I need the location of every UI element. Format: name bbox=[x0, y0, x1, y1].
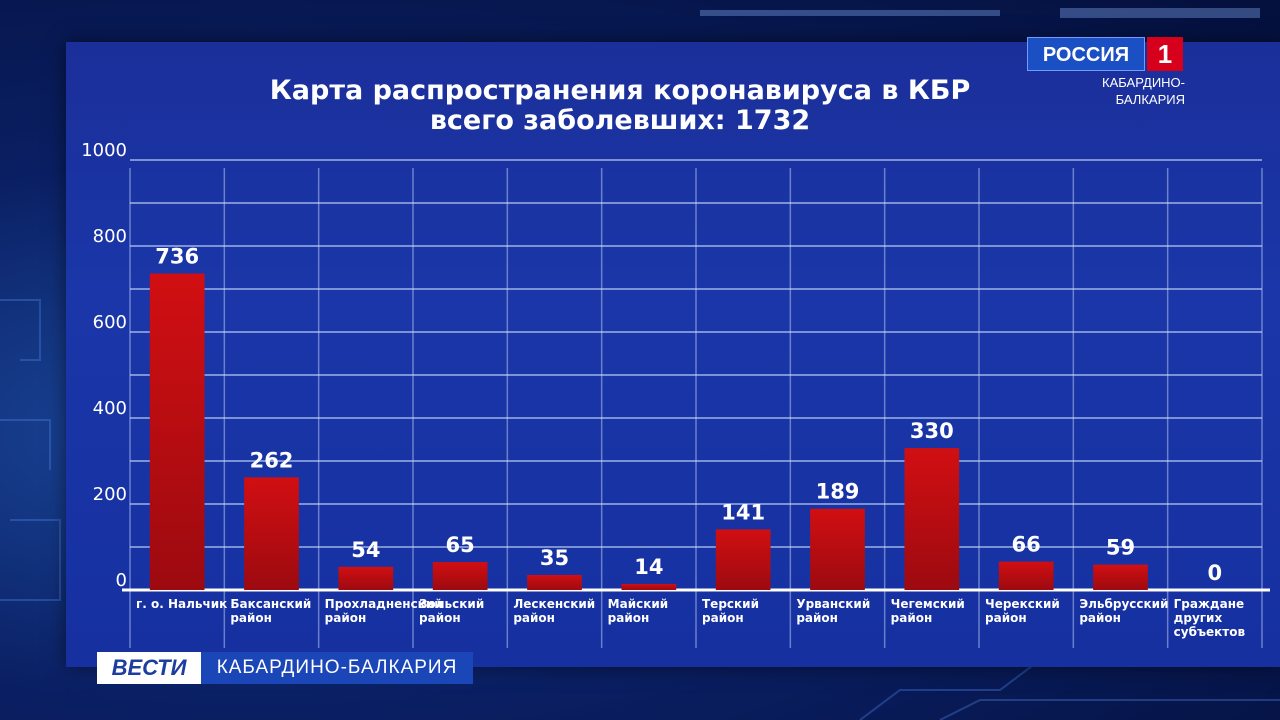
bar bbox=[338, 566, 394, 590]
category-label: район bbox=[325, 611, 367, 625]
program-region: КАБАРДИНО-БАЛКАРИЯ bbox=[201, 652, 473, 684]
category-label: район bbox=[1079, 611, 1121, 625]
category-label: Зольский bbox=[419, 597, 484, 611]
channel-region-line1: КАБАРДИНО- bbox=[1102, 75, 1185, 90]
category-label: Граждане bbox=[1174, 597, 1245, 611]
bar-value-label: 262 bbox=[250, 448, 294, 472]
channel-number: 1 bbox=[1147, 37, 1183, 71]
bar-value-label: 66 bbox=[1012, 533, 1041, 557]
category-label: Майский bbox=[608, 597, 669, 611]
bar bbox=[810, 508, 865, 590]
y-tick-label: 0 bbox=[116, 570, 127, 591]
chart-subtitle: всего заболевших: 1732 bbox=[429, 105, 811, 136]
category-label: район bbox=[419, 611, 461, 625]
category-label: район bbox=[513, 611, 555, 625]
category-label: Эльбрусский bbox=[1079, 597, 1168, 611]
bar bbox=[149, 273, 205, 590]
category-label: Чегемский bbox=[891, 597, 965, 611]
bar-value-label: 0 bbox=[1208, 561, 1223, 585]
bar bbox=[998, 561, 1054, 590]
y-tick-label: 600 bbox=[93, 312, 127, 333]
category-label: район bbox=[985, 611, 1027, 625]
category-label: Баксанский bbox=[230, 597, 311, 611]
bar-value-label: 65 bbox=[446, 533, 475, 557]
category-label: Урванский bbox=[796, 597, 870, 611]
bar bbox=[244, 477, 299, 590]
program-name: ВЕСТИ bbox=[97, 652, 201, 684]
category-label: район bbox=[702, 611, 744, 625]
category-label: Черекский bbox=[985, 597, 1060, 611]
bar bbox=[621, 583, 677, 590]
bar bbox=[715, 529, 771, 590]
y-tick-label: 400 bbox=[93, 398, 127, 419]
bar-value-label: 736 bbox=[155, 245, 199, 269]
bar bbox=[904, 448, 960, 590]
category-label: Прохладненский bbox=[325, 597, 443, 611]
category-label: Лескенский bbox=[513, 597, 595, 611]
category-label: Терский bbox=[702, 597, 759, 611]
bar-value-label: 141 bbox=[721, 500, 765, 524]
category-label: г. о. Нальчик bbox=[136, 597, 227, 611]
channel-region: КАБАРДИНО- БАЛКАРИЯ bbox=[1025, 74, 1185, 108]
bar-value-label: 330 bbox=[910, 419, 954, 443]
y-tick-label: 800 bbox=[93, 226, 127, 247]
bar bbox=[432, 562, 488, 590]
category-label: субъектов bbox=[1174, 625, 1246, 639]
channel-name: РОССИЯ bbox=[1027, 37, 1145, 71]
bar-value-label: 189 bbox=[816, 480, 860, 504]
bar-value-label: 35 bbox=[540, 546, 569, 570]
category-label: район bbox=[230, 611, 272, 625]
category-label: район bbox=[796, 611, 838, 625]
chart-title: Карта распространения коронавируса в КБР bbox=[269, 75, 971, 106]
y-tick-label: 1000 bbox=[81, 140, 127, 161]
category-label: район bbox=[891, 611, 933, 625]
bar-value-label: 59 bbox=[1106, 536, 1135, 560]
bar-value-label: 54 bbox=[351, 538, 380, 562]
y-tick-label: 200 bbox=[93, 484, 127, 505]
bar-value-label: 14 bbox=[634, 555, 663, 579]
bar bbox=[1093, 564, 1148, 590]
bar bbox=[527, 574, 582, 590]
category-label: других bbox=[1174, 611, 1223, 625]
category-label: район bbox=[608, 611, 650, 625]
channel-region-line2: БАЛКАРИЯ bbox=[1115, 92, 1185, 107]
